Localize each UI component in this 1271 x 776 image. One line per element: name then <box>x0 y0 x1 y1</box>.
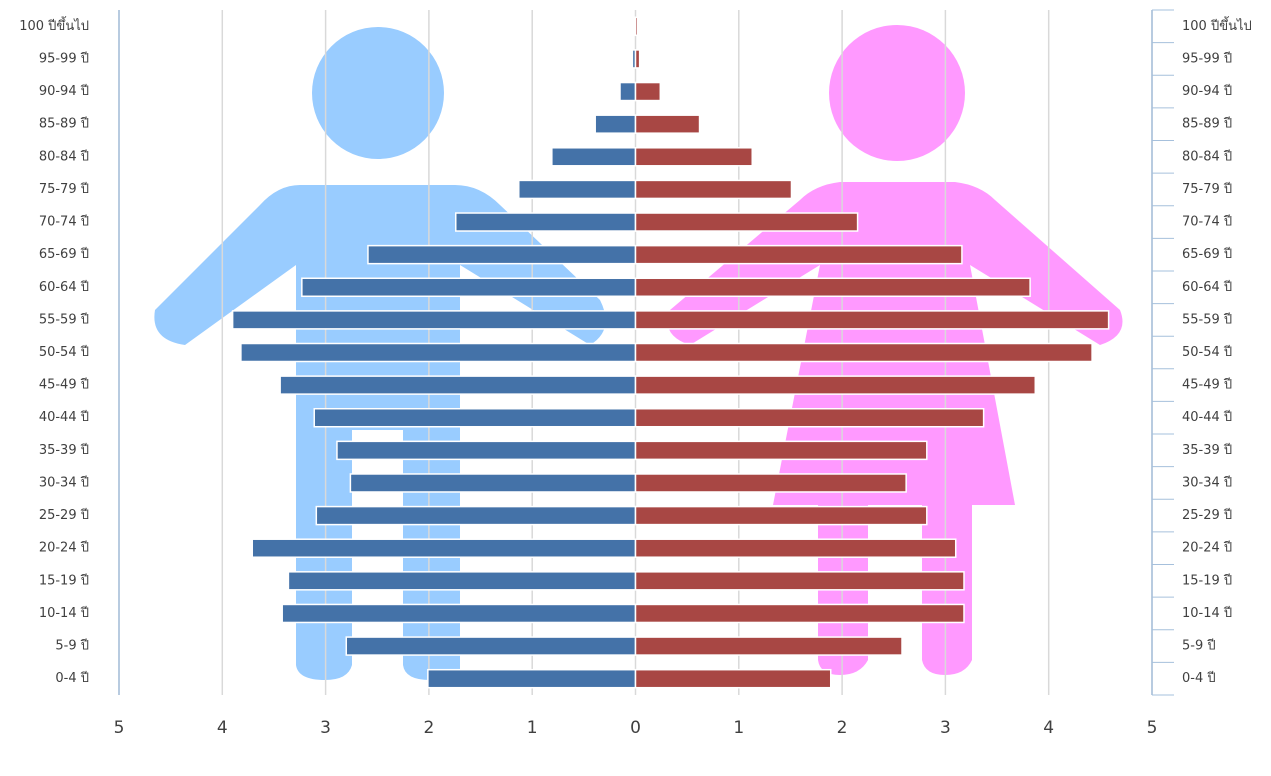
y-tick-label: 25-29 ปี <box>1182 507 1232 523</box>
bar <box>302 278 636 296</box>
y-tick-label: 15-19 ปี <box>1182 572 1232 588</box>
bar <box>280 376 635 394</box>
y-tick-label: 95-99 ปี <box>39 50 89 66</box>
bar <box>552 148 636 166</box>
y-tick-label: 75-79 ปี <box>39 181 89 197</box>
bar <box>316 507 635 525</box>
chart: 5 4 3 2 1 0 1 2 3 4 5 0-4 ปี 0-4 ปี 5-9 ปี 5-9 ปี 10-14… <box>0 0 1271 776</box>
y-tick-label: 30-34 ปี <box>1182 474 1232 490</box>
bar <box>636 539 956 557</box>
bar <box>636 83 661 101</box>
bar <box>282 604 635 622</box>
y-tick-label: 100 ปีขึ้นไป <box>1182 16 1252 34</box>
y-tick-label: 5-9 ปี <box>1182 638 1216 654</box>
y-tick-label: 90-94 ปี <box>39 83 89 99</box>
bar <box>241 344 636 362</box>
bar <box>636 180 792 198</box>
y-tick-label: 10-14 ปี <box>1182 605 1232 621</box>
y-tick-label: 75-79 ปี <box>1182 181 1232 197</box>
bar <box>595 115 635 133</box>
x-tick-label: 4 <box>1043 718 1054 738</box>
y-tick-label: 25-29 ปี <box>39 507 89 523</box>
x-tick-label: 1 <box>733 718 744 738</box>
y-tick-label: 30-34 ปี <box>39 474 89 490</box>
bar <box>252 539 635 557</box>
x-tick-label: 1 <box>527 718 538 738</box>
bar <box>636 17 638 35</box>
y-tick-label: 35-39 ปี <box>39 442 89 458</box>
y-tick-label: 40-44 ปี <box>1182 409 1232 425</box>
y-tick-label: 20-24 ปี <box>39 540 89 556</box>
bar <box>636 572 964 590</box>
y-tick-label: 35-39 ปี <box>1182 442 1232 458</box>
y-tick-label: 70-74 ปี <box>39 214 89 230</box>
y-tick-label: 80-84 ปี <box>1182 148 1232 164</box>
x-tick-label: 2 <box>423 718 434 738</box>
bar <box>346 637 635 655</box>
y-tick-label: 50-54 ปี <box>39 344 89 360</box>
y-tick-label: 50-54 ปี <box>1182 344 1232 360</box>
bar <box>519 180 636 198</box>
bar <box>636 376 1036 394</box>
y-tick-label: 45-49 ปี <box>1182 377 1232 393</box>
y-tick-label: 95-99 ปี <box>1182 50 1232 66</box>
bar <box>636 441 927 459</box>
y-tick-label: 20-24 ปี <box>1182 540 1232 556</box>
bar <box>636 507 927 525</box>
bar <box>456 213 636 231</box>
y-tick-label: 55-59 ปี <box>39 311 89 327</box>
bar <box>636 637 903 655</box>
y-tick-label: 85-89 ปี <box>1182 116 1232 132</box>
y-tick-label: 5-9 ปี <box>55 638 89 654</box>
x-tick-label: 5 <box>114 718 125 738</box>
bar <box>636 50 640 68</box>
bar <box>636 213 858 231</box>
bar <box>636 115 700 133</box>
bar <box>636 278 1031 296</box>
bar <box>636 409 984 427</box>
bar <box>337 441 636 459</box>
y-tick-label: 0-4 ปี <box>1182 670 1216 686</box>
bar <box>636 474 907 492</box>
bar <box>620 83 635 101</box>
y-tick-label: 15-19 ปี <box>39 572 89 588</box>
y-tick-label: 45-49 ปี <box>39 377 89 393</box>
y-tick-label: 10-14 ปี <box>39 605 89 621</box>
bar <box>288 572 635 590</box>
bar <box>233 311 636 329</box>
x-tick-label: 2 <box>837 718 848 738</box>
y-tick-label: 80-84 ปี <box>39 148 89 164</box>
x-tick-label: 3 <box>320 718 331 738</box>
bar <box>636 246 962 264</box>
x-tick-label: 5 <box>1147 718 1158 738</box>
x-tick-label: 3 <box>940 718 951 738</box>
bar <box>636 311 1109 329</box>
bar <box>636 148 753 166</box>
y-tick-label: 55-59 ปี <box>1182 311 1232 327</box>
bar <box>636 604 964 622</box>
x-tick-label: 4 <box>217 718 228 738</box>
x-tick-label: 0 <box>630 718 641 738</box>
y-tick-label: 100 ปีขึ้นไป <box>19 16 89 34</box>
bar <box>314 409 635 427</box>
y-tick-label: 65-69 ปี <box>1182 246 1232 262</box>
bar <box>428 670 636 688</box>
y-tick-label: 60-64 ปี <box>39 279 89 295</box>
bar <box>368 246 636 264</box>
bar <box>636 670 831 688</box>
bar <box>350 474 635 492</box>
y-tick-label: 90-94 ปี <box>1182 83 1232 99</box>
y-tick-label: 65-69 ปี <box>39 246 89 262</box>
y-tick-label: 70-74 ปี <box>1182 214 1232 230</box>
y-tick-label: 85-89 ปี <box>39 116 89 132</box>
y-tick-label: 0-4 ปี <box>55 670 89 686</box>
bar <box>636 344 1093 362</box>
y-tick-label: 40-44 ปี <box>39 409 89 425</box>
y-tick-label: 60-64 ปี <box>1182 279 1232 295</box>
